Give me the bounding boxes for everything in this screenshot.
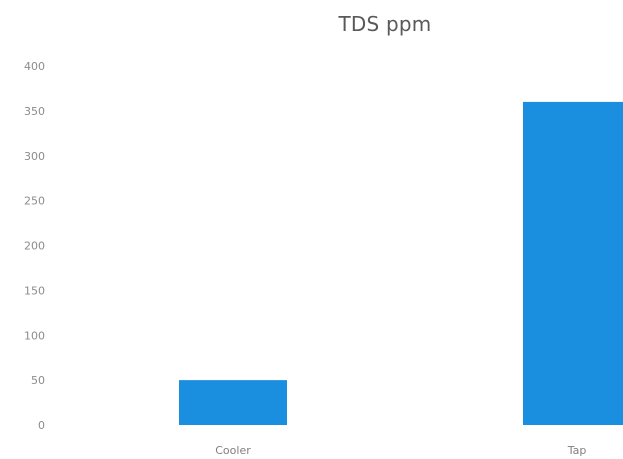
- y-tick-label-150: 150: [24, 284, 45, 297]
- y-tick-label-250: 250: [24, 195, 45, 208]
- x-category-label-tap: Tap: [567, 444, 587, 457]
- bar-tap: [523, 101, 623, 426]
- x-category-label-cooler: Cooler: [215, 444, 251, 457]
- y-tick-label-400: 400: [24, 60, 45, 73]
- y-tick-label-100: 100: [24, 329, 45, 342]
- chart-title: TDS ppm: [338, 12, 432, 36]
- y-tick-label-200: 200: [24, 240, 45, 253]
- y-tick-label-350: 350: [24, 105, 45, 118]
- y-tick-label-300: 300: [24, 150, 45, 163]
- bar-cooler: [179, 380, 287, 425]
- y-tick-label-50: 50: [31, 374, 45, 387]
- y-tick-label-0: 0: [38, 419, 45, 432]
